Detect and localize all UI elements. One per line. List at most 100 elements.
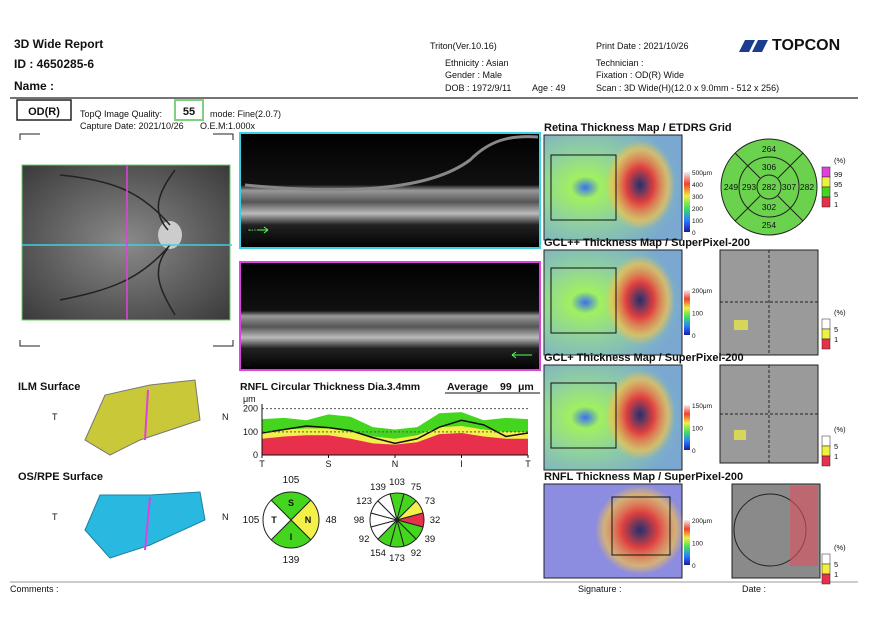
etdrs-value: 282 [800, 182, 814, 192]
scale-label: 150μm [692, 403, 712, 410]
label: Print Date : 2021/10/26 [596, 41, 689, 51]
map-title: GCL++ Thickness Map / SuperPixel-200 [544, 237, 750, 249]
surface-title: ILM Surface [18, 381, 80, 393]
label: N [222, 412, 229, 422]
map-title: Retina Thickness Map / ETDRS Grid [544, 122, 732, 134]
label: DOB : 1972/9/11 [445, 83, 511, 93]
label: Triton(Ver.10.16) [430, 41, 497, 51]
scale-label: 200μm [692, 518, 712, 525]
clock-value: 103 [389, 477, 405, 488]
label: Average [447, 381, 488, 393]
map-title: GCL+ Thickness Map / SuperPixel-200 [544, 352, 744, 364]
label: μm [518, 381, 534, 393]
scale-label: 0 [692, 563, 696, 570]
label: I [535, 361, 538, 371]
label: N [305, 515, 312, 525]
quadrant-sector [270, 519, 312, 549]
x-tick-label: N [392, 459, 399, 469]
x-tick-label: S [325, 459, 331, 469]
normative-band [262, 432, 528, 455]
etdrs-value: 264 [762, 144, 776, 154]
quadrant-value: 105 [283, 475, 300, 486]
clock-value: 75 [411, 482, 422, 493]
quadrant-value: 48 [325, 515, 337, 526]
label: 1 [834, 452, 838, 461]
percentile-swatch [821, 186, 831, 198]
label: 5 [834, 190, 838, 199]
label: Signature : [578, 584, 622, 594]
clock-value: 73 [425, 496, 436, 507]
label: Scan : 3D Wide(H)(12.0 x 9.0mm - 512 x 2… [596, 83, 779, 93]
patient-name: Name : [14, 79, 54, 93]
label: Age : 49 [532, 83, 566, 93]
scale-label: 300 [692, 194, 703, 201]
clock-value: 92 [359, 534, 370, 545]
label: (%) [834, 543, 846, 552]
scale-label: 200μm [692, 288, 712, 295]
label: 99 [834, 170, 842, 179]
thickness-line [261, 419, 529, 445]
y-tick-label: 200 [243, 404, 258, 414]
percentile-swatch [821, 445, 831, 457]
scale-label: 0 [692, 448, 696, 455]
label: Gender : Male [445, 70, 502, 80]
clock-value: 154 [370, 548, 386, 559]
label: 5 [834, 325, 838, 334]
label: (%) [834, 425, 846, 434]
scale-label: 500μm [692, 170, 712, 177]
label: Fixation : OD(R) Wide [596, 70, 684, 80]
percentile-swatch [821, 338, 831, 350]
etdrs-value: 307 [782, 182, 796, 192]
label: O.E.M:1.000x [200, 121, 256, 131]
y-unit: μm [243, 394, 256, 404]
x-tick-label: T [259, 459, 265, 469]
scale-label: 100 [692, 426, 703, 433]
label: Ethnicity : Asian [445, 58, 509, 68]
chart-title: RNFL Circular Thickness Dia.3.4mm [240, 381, 420, 393]
label: (%) [834, 156, 846, 165]
label: (%) [834, 308, 846, 317]
label: T [245, 236, 251, 246]
clock-value: 98 [354, 515, 365, 526]
scale-label: 200 [692, 206, 703, 213]
percentile-swatch [821, 553, 831, 565]
label: 5 [834, 442, 838, 451]
x-tick-label: I [460, 459, 463, 469]
clock-value: 173 [389, 553, 405, 564]
scale-label: 0 [692, 333, 696, 340]
label: T [52, 512, 58, 522]
label: I [290, 532, 293, 542]
percentile-swatch [821, 166, 831, 178]
label: Date : [742, 584, 766, 594]
y-tick-label: 100 [243, 427, 258, 437]
clock-value: 123 [356, 496, 372, 507]
percentile-swatch [821, 318, 831, 330]
label: 1 [834, 200, 838, 209]
etdrs-value: 282 [762, 182, 776, 192]
quadrant-sector [270, 491, 312, 521]
quadrant-sector [262, 499, 292, 541]
map-title: RNFL Thickness Map / SuperPixel-200 [544, 471, 743, 483]
label: Technician : [596, 58, 644, 68]
label: 135 [245, 227, 260, 237]
clock-value: 139 [370, 482, 386, 493]
brand: TOPCON [772, 37, 840, 54]
report-title: 3D Wide Report [14, 37, 103, 51]
clock-value: 39 [425, 534, 436, 545]
quality: 55 [183, 106, 195, 118]
percentile-swatch [821, 455, 831, 467]
quadrant-value: 105 [243, 515, 260, 526]
quadrant-value: 139 [283, 555, 300, 566]
label: 1 [834, 570, 838, 579]
label: 1 [834, 335, 838, 344]
clock-value: 32 [430, 515, 441, 526]
quadrant-sector [290, 499, 320, 541]
etdrs-value: 302 [762, 202, 776, 212]
etdrs-value: 254 [762, 220, 776, 230]
label: mode: Fine(2.0.7) [210, 109, 281, 119]
percentile-swatch [821, 328, 831, 340]
etdrs-value: 293 [742, 182, 756, 192]
etdrs-value: 249 [724, 182, 738, 192]
